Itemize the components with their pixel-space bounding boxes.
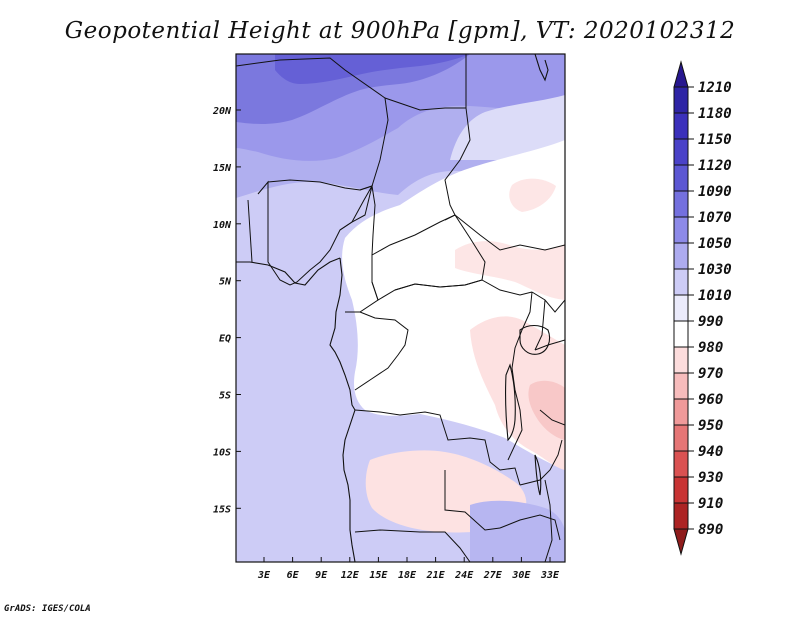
- border-zimbabwe: [499, 514, 561, 541]
- y-axis: 20N 15N 10N 5N EQ 5S 10S 15S: [212, 106, 241, 515]
- border-mozambique: [544, 479, 553, 562]
- field-band-970: [528, 380, 565, 440]
- colorbar-label: 1210: [698, 80, 732, 96]
- colorbar-label: 910: [698, 496, 723, 512]
- colorbar-segment: [673, 112, 689, 140]
- x-tick-label: 30E: [511, 570, 531, 581]
- map-frame: [235, 53, 566, 563]
- colorbar-label: 1090: [698, 184, 732, 200]
- colorbar-top-arrow: [673, 60, 689, 88]
- colorbar-bottom-arrow: [673, 528, 689, 556]
- lake-tanganyika: [505, 363, 516, 442]
- x-tick-label: 15E: [369, 570, 388, 581]
- colorbar-segment: [673, 294, 689, 322]
- colorbar-label: 1050: [698, 236, 732, 252]
- field-band-1090: [275, 54, 470, 84]
- colorbar-segment: [673, 216, 689, 244]
- border-cameroon: [339, 185, 379, 313]
- colorbar: 1210 1180 1150 1120 1090 1070 1050 1030 1010 990 9…: [673, 60, 732, 556]
- colorbar-segment: [673, 398, 689, 426]
- colorbar-segment: [673, 372, 689, 400]
- country-borders: [236, 54, 565, 562]
- coastline: [236, 54, 551, 562]
- border-angola-namibia: [354, 529, 471, 562]
- x-axis: 3E 6E 9E 12E 15E 18E 21E 24E 27E 30E 33E: [257, 557, 560, 581]
- x-tick-label: 3E: [257, 570, 271, 581]
- border-benin-togo: [247, 180, 269, 263]
- colorbar-segment: [673, 268, 689, 296]
- colorbar-label: 1030: [698, 262, 732, 278]
- coastline-angola: [342, 409, 356, 562]
- y-tick-label: 20N: [212, 106, 232, 117]
- field-patch-980-nw: [509, 178, 556, 212]
- colorbar-label: 950: [698, 418, 723, 434]
- x-tick-label: 24E: [454, 570, 474, 581]
- nile-river: [534, 54, 549, 82]
- border-congo-drc: [354, 311, 409, 391]
- colorbar-label: 1010: [698, 288, 732, 304]
- colorbar-label: 980: [698, 340, 723, 356]
- field-band-1030-south: [470, 500, 565, 562]
- colorbar-label: 1150: [698, 132, 732, 148]
- colorbar-label: 990: [698, 314, 723, 330]
- y-tick-label: 15N: [213, 163, 232, 174]
- chart-title: Geopotential Height at 900hPa [gpm], VT:…: [64, 18, 736, 44]
- lake-malawi: [534, 454, 542, 496]
- colorbar-label: 1120: [698, 158, 732, 174]
- geopotential-field: [236, 54, 565, 562]
- x-tick-label: 6E: [287, 570, 300, 581]
- colorbar-label: 890: [698, 522, 723, 538]
- colorbar-label: 930: [698, 470, 723, 486]
- colorbar-label: 960: [698, 392, 723, 408]
- colorbar-segment: [673, 502, 689, 530]
- border-uganda-kenya: [531, 291, 565, 351]
- colorbar-label: 940: [698, 444, 723, 460]
- y-tick-label: 5S: [219, 391, 231, 402]
- colorbar-segment: [673, 190, 689, 218]
- lake-victoria: [519, 324, 551, 355]
- x-tick-label: 12E: [341, 570, 360, 581]
- coastline-west-africa: [236, 257, 341, 286]
- field-band-980-north: [455, 241, 565, 300]
- border-angola-drc: [354, 409, 521, 486]
- y-tick-label: 5N: [219, 277, 232, 288]
- border-sudan-south-sudan: [454, 214, 565, 251]
- colorbar-segment: [673, 346, 689, 374]
- x-tick-label: 9E: [315, 570, 328, 581]
- grads-credit: GrADS: IGES/COLA: [4, 604, 91, 614]
- field-band-1010-east: [450, 95, 565, 160]
- border-nigeria: [267, 179, 374, 286]
- coastline-gulf-of-guinea: [329, 257, 356, 411]
- field-band-980-rift: [470, 316, 565, 470]
- colorbar-segment: [673, 424, 689, 452]
- x-tick-label: 21E: [426, 570, 446, 581]
- border-algeria-niger: [236, 57, 466, 111]
- colorbar-segment: [673, 138, 689, 166]
- y-tick-label: 10N: [213, 220, 232, 231]
- colorbar-segment: [673, 450, 689, 478]
- colorbar-segment: [673, 242, 689, 270]
- border-drc-north: [394, 279, 533, 296]
- colorbar-label: 970: [698, 366, 723, 382]
- colorbar-segment: [673, 86, 689, 114]
- colorbar-label: 1070: [698, 210, 732, 226]
- border-zambia-east: [519, 439, 563, 486]
- colorbar-label: 1180: [698, 106, 732, 122]
- colorbar-segment: [673, 164, 689, 192]
- colorbar-segment: [673, 320, 689, 348]
- x-tick-label: 18E: [398, 570, 417, 581]
- border-angola-zambia: [444, 470, 501, 531]
- y-tick-label: EQ: [219, 334, 231, 345]
- y-tick-label: 15S: [213, 504, 231, 515]
- x-tick-label: 33E: [540, 570, 560, 581]
- x-tick-label: 27E: [483, 570, 503, 581]
- colorbar-segment: [673, 476, 689, 504]
- y-tick-label: 10S: [213, 447, 231, 458]
- field-band-1010-south-west: [236, 400, 351, 562]
